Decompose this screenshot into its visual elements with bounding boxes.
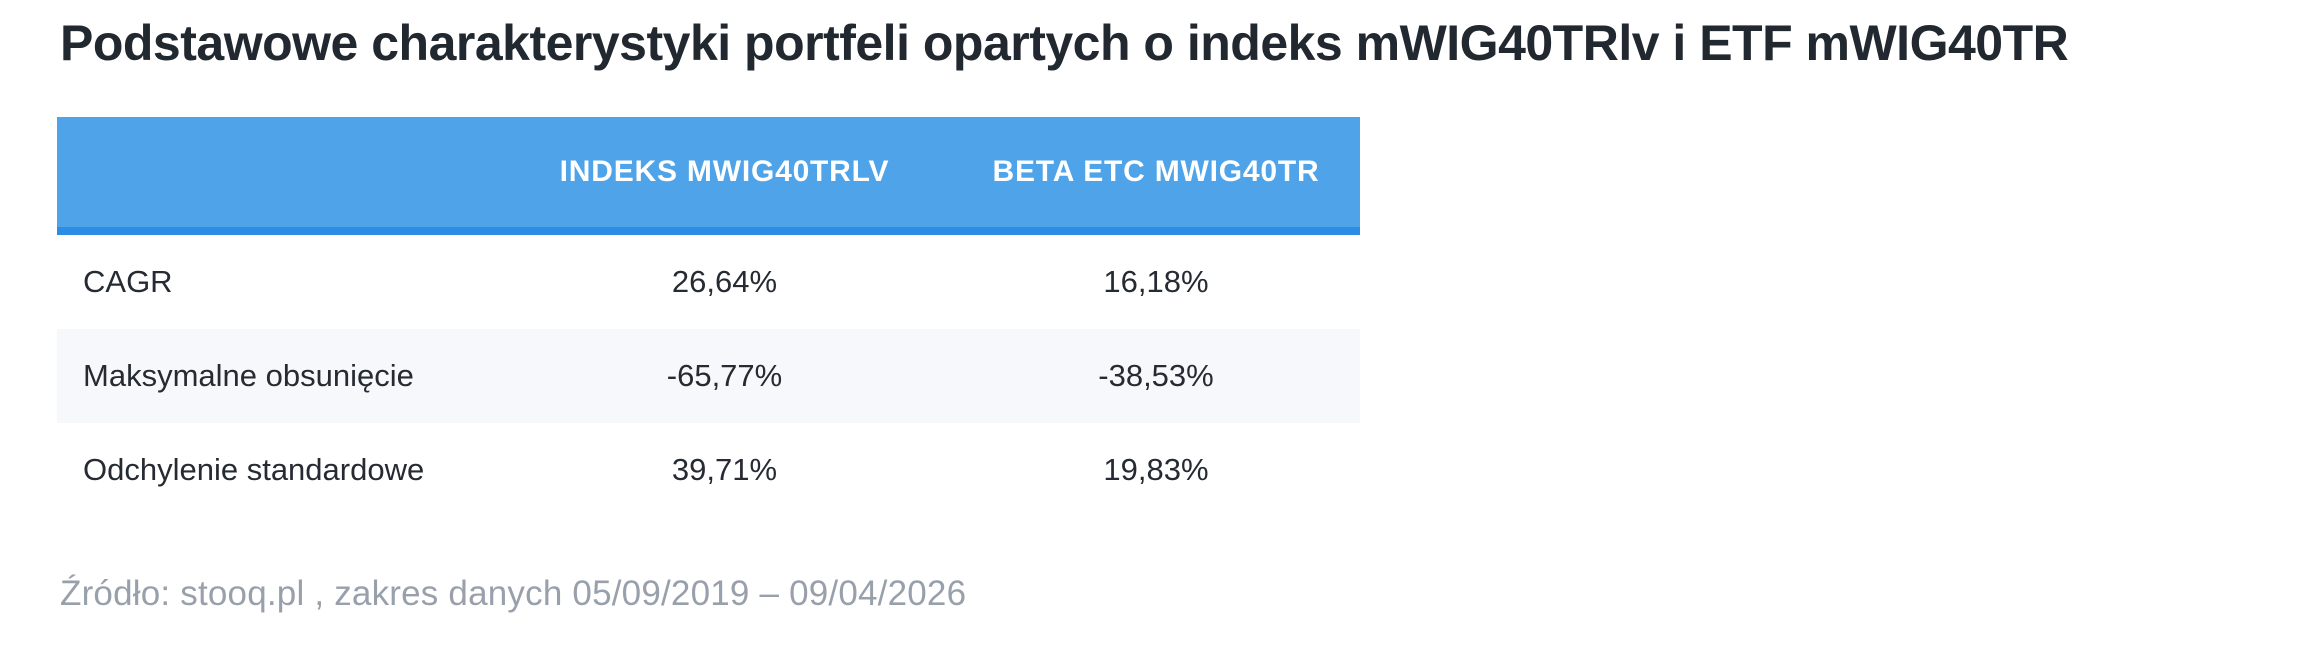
cagr-value-etf: 16,18% [1103, 264, 1209, 299]
row-label-cagr: CAGR [83, 264, 173, 299]
std-deviation-value-etf: 19,83% [1103, 452, 1209, 487]
page: Podstawowe charakterystyki portfeli opar… [57, 15, 2069, 613]
row-label-max-drawdown: Maksymalne obsunięcie [83, 358, 414, 393]
max-drawdown-value-etf: -38,53% [1098, 358, 1214, 393]
header-cell-beta-etc-mwig40tr: BETA ETC MWIG40TR [992, 155, 1320, 188]
row-label-std-deviation: Odchylenie standardowe [83, 452, 425, 487]
data-source-note: Źródło: stooq.pl , zakres danych 05/09/2… [60, 574, 967, 613]
statistics-table: INDEKS MWIG40TRLV BETA ETC MWIG40TR CAGR… [57, 117, 1360, 517]
page-title: Podstawowe charakterystyki portfeli opar… [60, 15, 2069, 71]
cagr-value-index: 26,64% [671, 264, 778, 299]
table-row-std-deviation: Odchylenie standardowe 39,71% 19,83% [57, 423, 1360, 517]
std-deviation-value-index: 39,71% [671, 452, 778, 487]
table-row-max-drawdown: Maksymalne obsunięcie -65,77% -38,53% [57, 329, 1360, 423]
table-row-cagr: CAGR 26,64% 16,18% [57, 235, 1360, 329]
header-cell-index-mwig40trlv: INDEKS MWIG40TRLV [559, 155, 890, 188]
max-drawdown-value-index: -65,77% [666, 358, 783, 393]
table-header-row: INDEKS MWIG40TRLV BETA ETC MWIG40TR [57, 117, 1360, 235]
